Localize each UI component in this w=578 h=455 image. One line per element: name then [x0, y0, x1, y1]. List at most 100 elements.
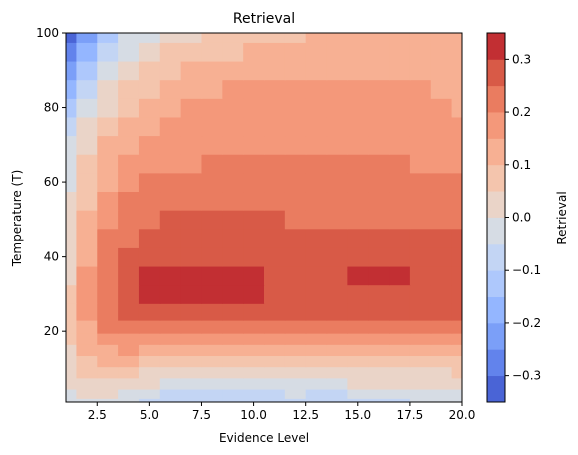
heat-cell — [76, 377, 98, 390]
heat-cell — [430, 135, 453, 155]
heat-cell — [264, 191, 286, 211]
heat-cell — [180, 247, 203, 267]
heat-cell — [76, 398, 98, 402]
heat-cell — [368, 303, 390, 321]
heat-cell — [451, 116, 462, 137]
heat-cell — [201, 154, 223, 174]
heat-cell — [138, 135, 161, 155]
heat-cell — [201, 247, 223, 267]
heat-cell — [347, 388, 369, 399]
heat-cell — [243, 33, 265, 43]
heat-cell — [243, 265, 265, 286]
heat-cell — [284, 320, 307, 334]
heat-cell — [97, 247, 119, 267]
heat-cell — [409, 79, 432, 99]
heat-cell — [451, 388, 462, 399]
heat-cell — [430, 377, 453, 390]
heat-cell — [159, 60, 182, 81]
x-axis-label: Evidence Level — [219, 431, 309, 445]
heat-cell — [118, 135, 140, 155]
heat-cell — [66, 303, 78, 321]
heat-cell — [76, 33, 98, 43]
heat-cell — [264, 388, 286, 399]
heat-cell — [264, 228, 286, 248]
heat-cell — [97, 116, 119, 137]
colorbar-band — [487, 296, 505, 324]
heat-cell — [326, 135, 348, 155]
heat-cell — [180, 265, 203, 286]
heat-cell — [305, 398, 328, 402]
heat-cell — [201, 172, 223, 193]
heat-cell — [284, 388, 307, 399]
heat-cell — [430, 398, 453, 402]
heat-cell — [368, 366, 390, 379]
heat-cell — [76, 284, 98, 304]
heat-cell — [264, 60, 286, 81]
heat-cell — [66, 79, 78, 99]
heat-cell — [66, 210, 78, 230]
heat-cell — [451, 154, 462, 174]
heat-cell — [326, 366, 348, 379]
colorbar-band — [487, 85, 505, 113]
heat-cell — [430, 191, 453, 211]
heat-cell — [284, 210, 307, 230]
heat-cell — [118, 284, 140, 304]
heat-cell — [305, 154, 328, 174]
heat-cell — [451, 228, 462, 248]
heat-cell — [97, 228, 119, 248]
heat-cell — [180, 98, 203, 118]
heat-cell — [368, 398, 390, 402]
heat-cell — [430, 98, 453, 118]
heat-cell — [368, 191, 390, 211]
heat-cell — [66, 116, 78, 137]
heat-cell — [66, 398, 78, 402]
heat-cell — [222, 98, 244, 118]
heat-cell — [284, 154, 307, 174]
heat-cell — [409, 355, 432, 368]
heat-cell — [409, 377, 432, 390]
heat-cell — [264, 398, 286, 402]
heat-cell — [305, 60, 328, 81]
heat-cell — [409, 60, 432, 81]
heat-cell — [347, 154, 369, 174]
heat-cell — [118, 116, 140, 137]
heat-cell — [66, 98, 78, 118]
heat-cell — [201, 284, 223, 304]
heat-cell — [264, 265, 286, 286]
heat-cell — [243, 135, 265, 155]
heat-cell — [389, 388, 411, 399]
heat-cell — [222, 333, 244, 345]
y-tick-label: 80 — [44, 101, 59, 115]
colorbar-band — [487, 243, 505, 271]
heat-cell — [284, 79, 307, 99]
heat-cell — [222, 60, 244, 81]
heat-cell — [97, 398, 119, 402]
colorbar-tick-label: 0.1 — [512, 158, 531, 172]
heat-cell — [138, 210, 161, 230]
heat-cell — [284, 247, 307, 267]
heat-cell — [243, 388, 265, 399]
heat-cell — [138, 247, 161, 267]
heat-cell — [451, 344, 462, 357]
heat-cell — [264, 355, 286, 368]
heat-cell — [159, 377, 182, 390]
heat-cell — [159, 355, 182, 368]
heat-cell — [451, 210, 462, 230]
heat-cell — [66, 284, 78, 304]
heat-cell — [326, 377, 348, 390]
heat-cell — [76, 60, 98, 81]
heat-cell — [430, 333, 453, 345]
heat-cell — [201, 228, 223, 248]
heat-cell — [347, 116, 369, 137]
heat-cell — [409, 320, 432, 334]
heat-cell — [264, 333, 286, 345]
heat-cell — [430, 344, 453, 357]
heat-cell — [97, 284, 119, 304]
heat-cell — [347, 344, 369, 357]
heat-cell — [264, 303, 286, 321]
heat-cell — [430, 388, 453, 399]
heat-cell — [138, 320, 161, 334]
heat-cell — [222, 247, 244, 267]
heat-cell — [159, 154, 182, 174]
heat-cell — [430, 265, 453, 286]
